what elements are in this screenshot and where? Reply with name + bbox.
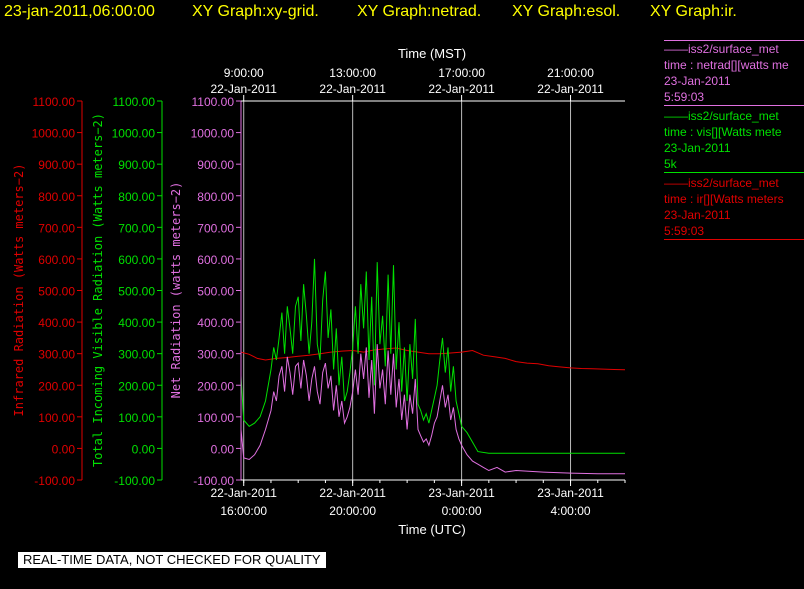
legend-line4: 5k bbox=[664, 157, 677, 171]
y-tick-label-1-2: 900.00 bbox=[118, 158, 155, 172]
y-axis-label-1: Total Incoming Visible Radiation (Watts … bbox=[91, 113, 105, 467]
series-line-vis bbox=[240, 258, 625, 454]
graph-title-esol: XY Graph:esol. bbox=[512, 3, 621, 20]
y-tick-label-0-3: 800.00 bbox=[38, 190, 75, 204]
top-tick-date-0: 22-Jan-2011 bbox=[210, 82, 277, 96]
y-tick-label-2-8: 300.00 bbox=[197, 348, 234, 362]
graph-title-xy-grid: XY Graph:xy-grid. bbox=[192, 3, 319, 20]
y-tick-label-0-8: 300.00 bbox=[38, 348, 75, 362]
top-tick-time-1: 13:00:00 bbox=[329, 66, 376, 80]
bottom-tick-time-3: 4:00:00 bbox=[551, 504, 591, 518]
legend-line4: 5:59:03 bbox=[664, 90, 705, 104]
timestamp: 23-jan-2011,06:00:00 bbox=[4, 3, 155, 20]
top-tick-time-0: 9:00:00 bbox=[224, 66, 264, 80]
plot-frame bbox=[240, 100, 625, 481]
y-tick-label-0-2: 900.00 bbox=[38, 158, 75, 172]
y-tick-label-2-1: 1000.00 bbox=[191, 127, 235, 141]
y-tick-label-1-6: 500.00 bbox=[118, 285, 155, 299]
y-tick-label-1-7: 400.00 bbox=[118, 316, 155, 330]
title-bar: 23-jan-2011,06:00:00 XY Graph:xy-grid. X… bbox=[0, 0, 804, 26]
y-tick-label-2-10: 100.00 bbox=[197, 411, 234, 425]
legend-line2: time : ir[][Watts meters bbox=[664, 192, 784, 206]
y-tick-label-0-6: 500.00 bbox=[38, 285, 75, 299]
legend-line2: time : vis[][Watts mete bbox=[664, 125, 782, 139]
bottom-tick-time-2: 0:00:00 bbox=[442, 504, 482, 518]
y-axis-label-0: Infrared Radiation (Watts meters−2) bbox=[12, 164, 26, 417]
y-tick-label-1-11: 0.00 bbox=[132, 442, 156, 456]
y-tick-label-2-9: 200.00 bbox=[197, 379, 234, 393]
y-axis-1: 1100.00 1000.00 900.00 800.00 700.00 600.00 50… bbox=[91, 95, 163, 488]
y-tick-label-0-0: 1100.00 bbox=[33, 95, 76, 109]
legend-line3: 23-Jan-2011 bbox=[664, 74, 731, 88]
y-tick-label-2-4: 700.00 bbox=[197, 221, 234, 235]
y-tick-label-0-9: 200.00 bbox=[38, 379, 75, 393]
bottom-tick-date-0: 22-Jan-2011 bbox=[210, 486, 277, 500]
y-tick-label-1-9: 200.00 bbox=[118, 379, 155, 393]
bottom-tick-date-1: 22-Jan-2011 bbox=[319, 486, 386, 500]
y-tick-label-0-5: 600.00 bbox=[38, 253, 75, 267]
y-tick-label-2-0: 1100.00 bbox=[192, 95, 235, 109]
y-tick-label-2-12: -100.00 bbox=[193, 474, 234, 488]
legend: ——iss2/surface_met time : netrad[][watts … bbox=[664, 40, 804, 242]
quality-notice: REAL-TIME DATA, NOT CHECKED FOR QUALITY bbox=[18, 552, 326, 568]
legend-line4: 5:59:03 bbox=[664, 224, 705, 238]
top-tick-date-1: 22-Jan-2011 bbox=[319, 82, 386, 96]
y-axis-0: 1100.00 1000.00 900.00 800.00 700.00 600.00 50… bbox=[12, 95, 83, 488]
top-axis: Time (MST) 9:00:00 22-Jan-2011 13:00:00 22-… bbox=[210, 46, 604, 101]
top-axis-label: Time (MST) bbox=[398, 46, 466, 61]
y-tick-label-2-7: 400.00 bbox=[197, 316, 234, 330]
top-tick-time-3: 21:00:00 bbox=[547, 66, 594, 80]
bottom-axis-label: Time (UTC) bbox=[398, 522, 465, 537]
y-tick-label-2-2: 900.00 bbox=[197, 158, 234, 172]
y-axis-2: 1100.00 1000.00 900.00 800.00 700.00 600.00 50… bbox=[169, 95, 241, 488]
y-tick-label-0-1: 1000.00 bbox=[32, 127, 76, 141]
legend-line1: ——iss2/surface_met bbox=[664, 40, 804, 57]
top-tick-date-3: 22-Jan-2011 bbox=[537, 82, 604, 96]
y-tick-label-0-10: 100.00 bbox=[38, 411, 75, 425]
y-tick-label-1-1: 1000.00 bbox=[112, 127, 156, 141]
top-tick-date-2: 22-Jan-2011 bbox=[428, 82, 495, 96]
y-tick-label-1-3: 800.00 bbox=[118, 190, 155, 204]
y-tick-label-2-11: 0.00 bbox=[211, 442, 235, 456]
y-tick-label-0-7: 400.00 bbox=[38, 316, 75, 330]
series-lines bbox=[240, 258, 626, 475]
legend-entry: ——iss2/surface_met time : netrad[][watts … bbox=[664, 40, 804, 106]
legend-line3: 23-Jan-2011 bbox=[664, 141, 731, 155]
legend-line1: ——iss2/surface_met bbox=[664, 109, 779, 123]
graph-title-ir: XY Graph:ir. bbox=[650, 3, 737, 20]
bottom-axis: Time (UTC) 22-Jan-2011 16:00:00 22-Jan-201… bbox=[210, 480, 626, 537]
series-line-ir bbox=[240, 347, 626, 371]
graph-title-netrad: XY Graph:netrad. bbox=[357, 3, 482, 20]
y-tick-label-1-5: 600.00 bbox=[118, 253, 155, 267]
y-tick-label-1-0: 1100.00 bbox=[113, 95, 156, 109]
y-tick-label-0-11: 0.00 bbox=[52, 442, 76, 456]
y-tick-label-1-8: 300.00 bbox=[118, 348, 155, 362]
legend-line3: 23-Jan-2011 bbox=[664, 208, 731, 222]
y-tick-label-0-4: 700.00 bbox=[38, 221, 75, 235]
series-line-netrad bbox=[240, 344, 625, 475]
legend-line2: time : netrad[][watts me bbox=[664, 58, 789, 72]
y-tick-label-2-3: 800.00 bbox=[197, 190, 234, 204]
top-tick-time-2: 17:00:00 bbox=[438, 66, 485, 80]
y-tick-label-1-12: -100.00 bbox=[114, 474, 155, 488]
bottom-tick-date-3: 23-Jan-2011 bbox=[537, 486, 604, 500]
y-tick-label-2-5: 600.00 bbox=[197, 253, 234, 267]
y-axes: 1100.00 1000.00 900.00 800.00 700.00 600.00 50… bbox=[12, 95, 241, 488]
bottom-tick-date-2: 23-Jan-2011 bbox=[428, 486, 495, 500]
y-tick-label-2-6: 500.00 bbox=[197, 285, 234, 299]
y-axis-label-2: Net Radiation (watts meters−2) bbox=[169, 182, 183, 399]
bottom-tick-time-0: 16:00:00 bbox=[220, 504, 267, 518]
bottom-tick-time-1: 20:00:00 bbox=[329, 504, 376, 518]
legend-line1: ——iss2/surface_met bbox=[664, 176, 779, 190]
y-tick-label-0-12: -100.00 bbox=[34, 474, 75, 488]
y-tick-label-1-4: 700.00 bbox=[118, 221, 155, 235]
y-tick-label-1-10: 100.00 bbox=[118, 411, 155, 425]
